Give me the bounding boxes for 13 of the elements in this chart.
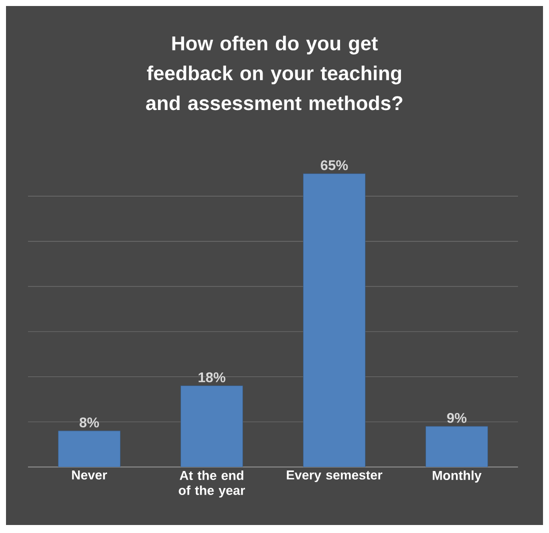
bar — [180, 386, 243, 467]
x-tick-label: Every semester — [286, 470, 382, 482]
data-label: 8% — [80, 417, 99, 428]
bar — [58, 430, 120, 467]
x-tick-label: Monthly — [432, 470, 482, 483]
x-tick-label: Never — [72, 470, 108, 480]
data-label: 18% — [198, 372, 226, 382]
x-tick-label: At the end of the year — [178, 470, 246, 498]
data-label: 65% — [320, 160, 348, 170]
data-label: 9% — [447, 412, 466, 423]
chart-title: How often do you get feedback on your teaching and assessment methods? — [146, 36, 402, 110]
bar — [426, 426, 488, 467]
bar — [303, 173, 366, 467]
